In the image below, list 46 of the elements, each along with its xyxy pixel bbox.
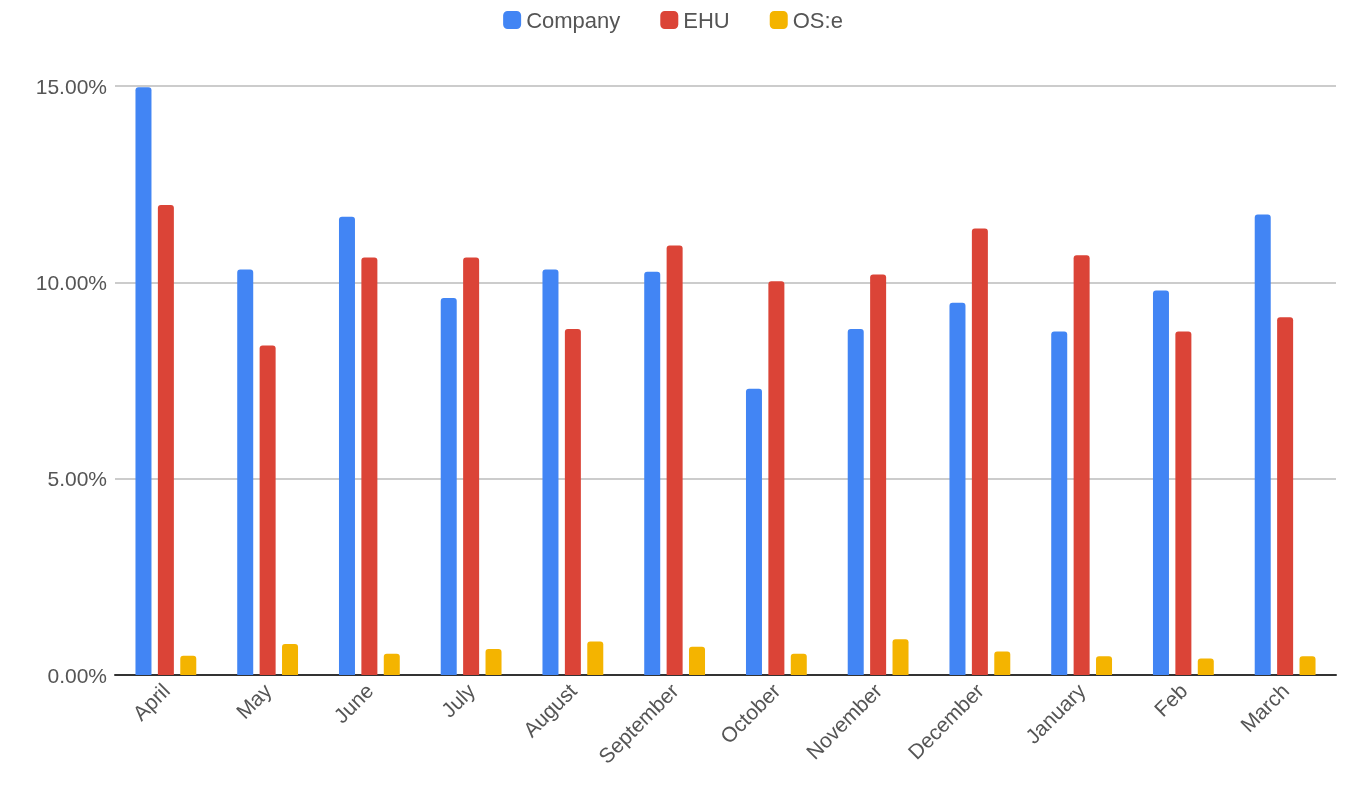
bar xyxy=(237,269,254,675)
y-tick-label: 15.00% xyxy=(35,74,107,98)
bar xyxy=(542,269,559,675)
bar xyxy=(282,643,299,675)
bar xyxy=(485,649,502,675)
bar xyxy=(1073,255,1090,675)
x-tick-label: July xyxy=(436,678,480,722)
bar xyxy=(564,329,581,675)
bar xyxy=(383,653,400,675)
y-tick-label: 10.00% xyxy=(35,270,107,294)
bar xyxy=(666,245,683,675)
bar xyxy=(135,87,152,675)
bar xyxy=(1152,290,1169,675)
bar xyxy=(847,329,864,675)
bar xyxy=(768,281,785,675)
bar xyxy=(338,216,355,675)
bar xyxy=(971,228,988,675)
bar xyxy=(587,641,604,675)
bar xyxy=(259,345,276,675)
bar xyxy=(870,274,887,675)
legend-label: Company xyxy=(526,7,621,33)
bar xyxy=(1096,656,1113,675)
bar xyxy=(689,646,706,675)
bar xyxy=(949,302,966,675)
bar xyxy=(1299,656,1316,675)
bar xyxy=(1254,214,1271,675)
bar xyxy=(790,653,807,675)
bar xyxy=(463,257,480,675)
bar xyxy=(157,204,174,675)
bar xyxy=(440,298,457,675)
x-tick-label: May xyxy=(231,678,277,724)
y-tick-label: 5.00% xyxy=(47,467,107,491)
bar xyxy=(180,655,197,675)
bar xyxy=(1197,658,1214,675)
bar xyxy=(1277,317,1294,675)
y-tick-label: 0.00% xyxy=(47,663,107,687)
bar xyxy=(361,257,378,675)
legend-label: OS:e xyxy=(792,7,843,33)
bar xyxy=(745,388,762,675)
bar xyxy=(994,651,1011,675)
bar xyxy=(1051,331,1068,675)
legend-label: EHU xyxy=(683,7,730,33)
x-tick-label: Feb xyxy=(1149,678,1192,721)
bar xyxy=(892,639,909,675)
bar xyxy=(1175,331,1192,675)
bar xyxy=(644,271,661,675)
